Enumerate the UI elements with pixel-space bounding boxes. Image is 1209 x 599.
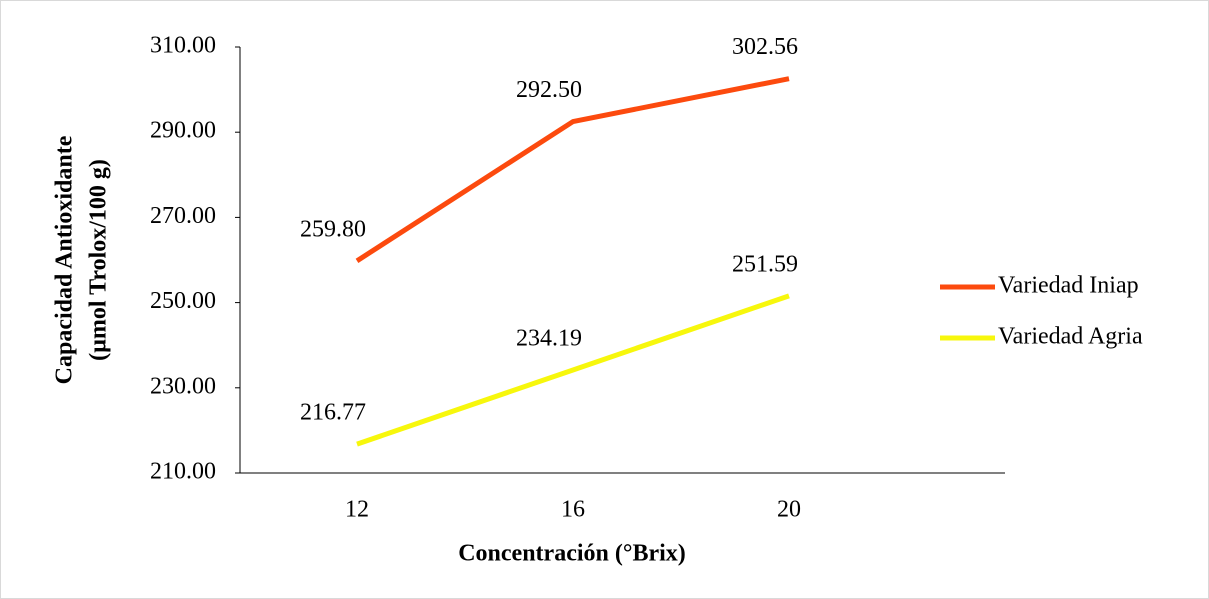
data-label: 251.59: [732, 251, 798, 277]
data-label: 259.80: [300, 216, 366, 242]
y-tick-label: 230.00: [150, 373, 216, 399]
data-label: 302.56: [732, 34, 798, 60]
y-tick-label: 310.00: [150, 33, 216, 59]
y-axis-title-line: (µmol Trolox/100 g): [86, 159, 112, 361]
series-line: [355, 76, 790, 263]
x-axis-title: Concentración (°Brix): [458, 541, 686, 567]
x-tick-label: 12: [345, 497, 369, 523]
y-tick-label: 290.00: [150, 118, 216, 144]
legend-label: Variedad Iniap: [998, 273, 1139, 299]
y-tick-label: 250.00: [150, 288, 216, 314]
x-tick-label: 20: [777, 497, 801, 523]
y-axis-title-line: Capacidad Antioxidante: [52, 135, 78, 384]
x-tick-label: 16: [561, 497, 585, 523]
y-axis-title: Capacidad Antioxidante (µmol Trolox/100 …: [52, 135, 112, 384]
data-label: 216.77: [300, 400, 366, 426]
y-tick-label: 270.00: [150, 203, 216, 229]
legend-label: Variedad Agria: [998, 324, 1143, 350]
y-tick-label: 210.00: [150, 459, 216, 485]
series-line: [356, 293, 790, 447]
data-label: 234.19: [516, 325, 582, 351]
data-label: 292.50: [516, 77, 582, 103]
